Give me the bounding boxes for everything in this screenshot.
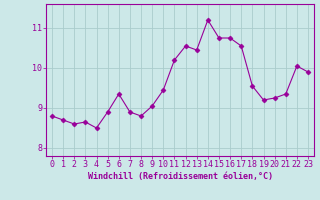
X-axis label: Windchill (Refroidissement éolien,°C): Windchill (Refroidissement éolien,°C)	[87, 172, 273, 181]
